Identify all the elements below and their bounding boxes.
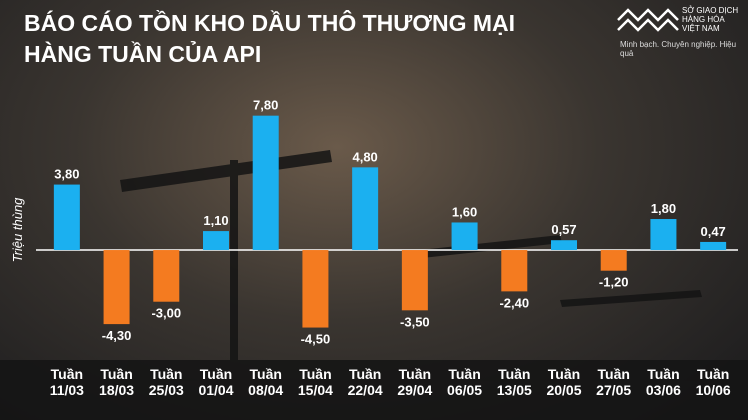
y-axis-label: Triệu thùng [10, 197, 25, 263]
x-tick-label: Tuần 15/04 [297, 366, 333, 398]
logo-name: SỞ GIAO DỊCH HÀNG HÓA VIỆT NAM [682, 6, 739, 33]
chart-title: BÁO CÁO TỒN KHO DẦU THÔ THƯƠNG MẠI HÀNG … [24, 10, 516, 67]
data-label: 1,60 [452, 204, 477, 219]
data-label: -2,40 [499, 295, 529, 310]
data-label: 4,80 [352, 149, 377, 164]
data-label: 3,80 [54, 167, 79, 182]
x-tick-label: Tuần 11/03 [49, 366, 84, 398]
x-tick-label: Tuần 13/05 [496, 366, 532, 398]
data-label: 0,47 [700, 224, 725, 239]
bar [401, 250, 428, 311]
x-tick-label: Tuần 08/04 [248, 366, 284, 398]
data-label: 7,80 [253, 98, 278, 113]
x-tick-label: Tuần 29/04 [397, 366, 433, 398]
bar [501, 250, 528, 292]
data-label: -3,50 [400, 314, 430, 329]
bar [302, 250, 329, 328]
bar [451, 222, 478, 251]
x-tick-label: Tuần 03/06 [645, 366, 681, 398]
x-tick-label: Tuần 01/04 [198, 366, 234, 398]
bar [551, 240, 577, 251]
x-tick-label: Tuần 20/05 [546, 366, 582, 398]
data-label: -1,20 [599, 275, 629, 290]
bar [103, 250, 130, 325]
x-tick-label: Tuần 10/06 [695, 366, 731, 398]
data-label: -4,30 [102, 328, 132, 343]
bar [650, 219, 677, 251]
bar [352, 167, 379, 251]
x-tick-label: Tuần 18/03 [99, 366, 135, 398]
data-label: 0,57 [551, 222, 576, 237]
x-tick-label: Tuần 06/05 [447, 366, 483, 398]
x-tick-label: Tuần 22/04 [347, 366, 383, 398]
data-label: 1,10 [203, 213, 228, 228]
x-tick-label: Tuần 25/03 [148, 366, 184, 398]
logo-icon [617, 8, 679, 32]
x-tick-label: Tuần 27/05 [596, 366, 632, 398]
bar [700, 241, 727, 251]
logo-slogan: Minh bạch. Chuyên nghiệp. Hiệu quả [620, 40, 737, 58]
bar [252, 115, 279, 251]
bar [53, 184, 80, 251]
data-label: -4,50 [301, 332, 331, 347]
data-label: 1,80 [651, 201, 676, 216]
bar [600, 250, 627, 271]
bar [153, 250, 180, 302]
bar [203, 231, 229, 251]
data-label: -3,00 [151, 306, 181, 321]
scenery [0, 150, 748, 420]
